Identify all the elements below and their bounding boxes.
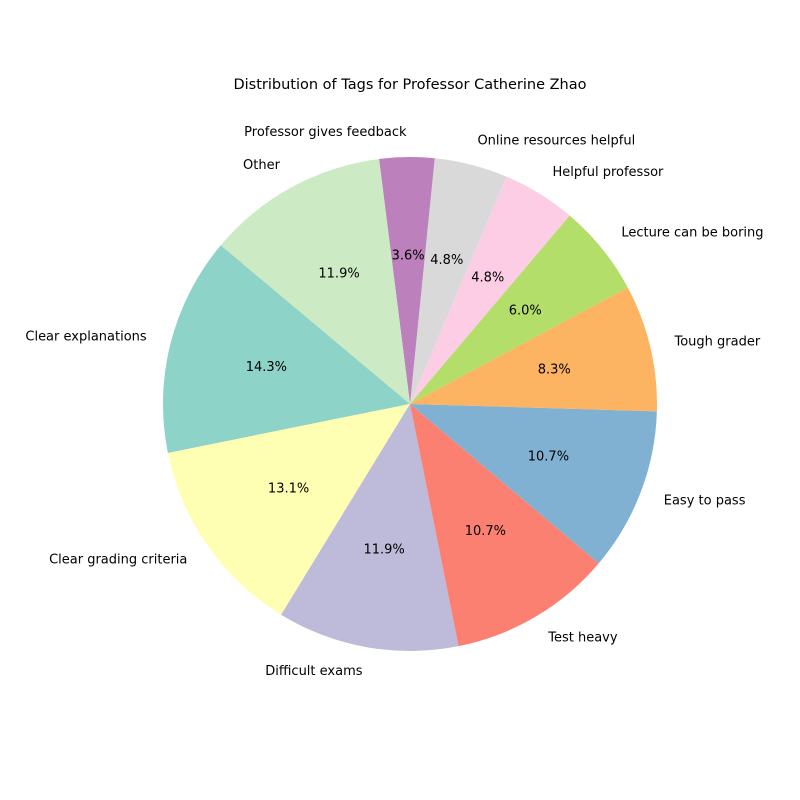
pie-slice-clear-explanations	[162, 245, 410, 453]
pie-labels: Clear explanations 14.3% Clear grading cri…	[25, 125, 763, 679]
slice-percent-difficult-exams: 11.9%	[363, 542, 404, 557]
slice-label-easy-to-pass: Easy to pass	[664, 494, 746, 509]
slice-label-helpful-professor: Helpful professor	[553, 165, 665, 180]
slice-percent-test-heavy: 10.7%	[465, 524, 506, 539]
slice-percent-tough-grader: 8.3%	[538, 363, 571, 378]
slice-label-difficult-exams: Difficult exams	[265, 664, 363, 679]
pie-slice-difficult-exams	[281, 404, 459, 651]
slice-label-other: Other	[243, 158, 281, 173]
slice-label-tough-grader: Tough grader	[673, 334, 760, 349]
pie-slice-helpful-professor	[410, 176, 570, 404]
pie-slice-test-heavy	[410, 404, 599, 647]
slice-label-clear-grading-criteria: Clear grading criteria	[49, 552, 187, 567]
slice-percent-lecture-can-be-boring: 6.0%	[509, 303, 542, 318]
slice-label-clear-explanations: Clear explanations	[25, 329, 147, 344]
slice-label-lecture-can-be-boring: Lecture can be boring	[621, 226, 763, 241]
pie-slice-easy-to-pass	[410, 404, 657, 564]
slice-percent-other: 11.9%	[318, 266, 359, 281]
slice-label-professor-gives-feedback: Professor gives feedback	[244, 125, 407, 140]
slice-percent-professor-gives-feedback: 3.6%	[392, 248, 425, 263]
pie-slices	[162, 157, 657, 651]
slice-percent-clear-explanations: 14.3%	[246, 360, 287, 375]
slice-percent-helpful-professor: 4.8%	[471, 270, 504, 285]
slice-percent-online-resources-helpful: 4.8%	[430, 253, 463, 268]
pie-slice-professor-gives-feedback	[379, 157, 435, 404]
pie-slice-tough-grader	[410, 287, 657, 412]
pie-slice-lecture-can-be-boring	[410, 215, 628, 404]
pie-slice-other	[220, 158, 410, 404]
pie-slice-clear-grading-criteria	[167, 404, 410, 615]
slice-label-online-resources-helpful: Online resources helpful	[477, 133, 635, 148]
slice-percent-clear-grading-criteria: 13.1%	[268, 481, 309, 496]
pie-slice-online-resources-helpful	[410, 158, 507, 404]
chart-title: Distribution of Tags for Professor Cathe…	[233, 77, 586, 93]
slice-percent-easy-to-pass: 10.7%	[528, 449, 569, 464]
slice-label-test-heavy: Test heavy	[547, 630, 618, 645]
